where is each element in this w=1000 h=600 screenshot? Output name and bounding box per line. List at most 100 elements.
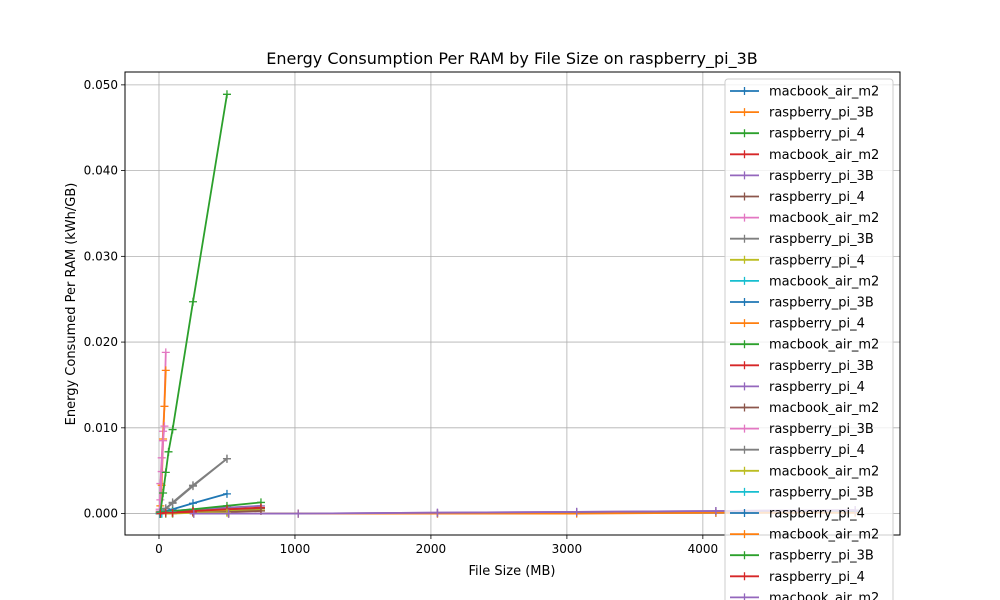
y-axis-label: Energy Consumed Per RAM (kWh/GB) [64, 183, 79, 426]
legend-item: macbook_air_m2 [730, 528, 879, 543]
legend-item: raspberry_pi_3B [730, 485, 874, 500]
legend-marker [740, 255, 749, 264]
legend-marker [740, 276, 749, 285]
legend-label: raspberry_pi_4 [769, 507, 865, 522]
data-point-marker [222, 489, 231, 498]
chart-title: Energy Consumption Per RAM by File Size … [266, 49, 758, 69]
legend-item: raspberry_pi_4 [730, 507, 865, 522]
legend-marker [740, 530, 749, 539]
legend-marker [740, 171, 749, 180]
legend-label: raspberry_pi_4 [769, 380, 865, 395]
legend-label: raspberry_pi_3B [769, 169, 874, 184]
data-point-marker [189, 509, 198, 518]
legend-label: raspberry_pi_3B [769, 422, 874, 437]
data-point-marker [433, 508, 442, 517]
legend-item: raspberry_pi_4 [730, 127, 865, 142]
data-point-marker [159, 436, 168, 445]
x-tick-label: 0 [155, 542, 163, 556]
legend-marker [740, 108, 749, 117]
legend-item: macbook_air_m2 [730, 211, 879, 226]
y-tick-label: 0.020 [84, 335, 118, 349]
legend-item: macbook_air_m2 [730, 148, 879, 163]
legend-marker [740, 361, 749, 370]
data-series [155, 90, 860, 518]
data-point-marker [161, 508, 170, 517]
data-point-marker [222, 454, 231, 463]
legend-marker [740, 593, 749, 600]
y-tick-label: 0.050 [84, 78, 118, 92]
legend-marker [740, 87, 749, 95]
legend-marker [740, 551, 749, 560]
axis-ticks: 0 1000 2000 3000 4000 0.000 0.010 0.020 0.030 0.0… [84, 78, 718, 556]
legend-marker [740, 234, 749, 243]
legend-marker [740, 466, 749, 475]
data-point-marker [161, 468, 170, 477]
legend-label: macbook_air_m2 [769, 591, 879, 600]
legend-marker [740, 298, 749, 306]
data-point-marker [157, 467, 166, 476]
data-point-marker [294, 509, 303, 518]
legend-marker [740, 192, 749, 201]
legend-label: macbook_air_m2 [769, 338, 879, 353]
data-point-marker [160, 402, 169, 411]
data-point-marker [188, 507, 197, 516]
x-tick-label: 1000 [280, 542, 311, 556]
legend-marker [740, 424, 749, 433]
legend-marker [740, 382, 749, 391]
legend-marker [740, 509, 749, 517]
legend-label: raspberry_pi_4 [769, 190, 865, 205]
legend-label: raspberry_pi_3B [769, 232, 874, 247]
legend-item: raspberry_pi_3B [730, 422, 874, 437]
legend-label: macbook_air_m2 [769, 401, 879, 416]
legend-item: macbook_air_m2 [730, 464, 879, 479]
legend-marker [740, 213, 749, 222]
legend-box [724, 78, 894, 600]
legend-label: raspberry_pi_3B [769, 485, 874, 500]
legend-label: raspberry_pi_4 [769, 317, 865, 332]
legend-marker [740, 340, 749, 349]
data-point-marker [168, 499, 177, 508]
legend-item: raspberry_pi_4 [730, 253, 865, 268]
data-point-marker [168, 425, 177, 434]
legend-item: raspberry_pi_3B [730, 232, 874, 247]
axes-frame [124, 71, 901, 536]
legend-marker [740, 403, 749, 412]
legend-label: macbook_air_m2 [769, 274, 879, 289]
legend-item: macbook_air_m2 [730, 274, 879, 289]
legend-label: macbook_air_m2 [769, 464, 879, 479]
legend-item: raspberry_pi_3B [730, 106, 874, 121]
data-point-marker [222, 90, 231, 99]
x-tick-label: 4000 [688, 542, 719, 556]
data-point-marker [161, 348, 170, 357]
data-point-marker [188, 482, 197, 491]
legend-label: raspberry_pi_4 [769, 443, 865, 458]
legend-item: raspberry_pi_3B [730, 359, 874, 374]
legend-item: macbook_air_m2 [730, 338, 879, 353]
data-point-marker [224, 509, 233, 518]
legend: macbook_air_m2 raspberry_pi_3B raspberry_p… [724, 78, 894, 600]
y-tick-label: 0.010 [84, 421, 118, 435]
legend-label: macbook_air_m2 [769, 85, 879, 100]
legend-label: raspberry_pi_4 [769, 127, 865, 142]
legend-label: raspberry_pi_3B [769, 106, 874, 121]
legend-label: macbook_air_m2 [769, 148, 879, 163]
legend-item: raspberry_pi_4 [730, 190, 865, 205]
x-tick-label: 3000 [552, 542, 583, 556]
legend-marker [740, 150, 749, 159]
data-point-marker [159, 488, 168, 497]
legend-marker [740, 445, 749, 454]
y-tick-label: 0.040 [84, 164, 118, 178]
data-point-marker [188, 297, 197, 306]
legend-item: macbook_air_m2 [730, 85, 879, 100]
data-point-marker [168, 508, 177, 517]
y-tick-label: 0.030 [84, 249, 118, 263]
legend-label: macbook_air_m2 [769, 528, 879, 543]
legend-marker [740, 129, 749, 138]
legend-label: raspberry_pi_3B [769, 296, 874, 311]
legend-item: raspberry_pi_4 [730, 317, 865, 332]
legend-marker [740, 572, 749, 581]
x-tick-label: 2000 [416, 542, 447, 556]
x-axis-label: File Size (MB) [469, 564, 556, 579]
legend-item: macbook_air_m2 [730, 591, 879, 600]
